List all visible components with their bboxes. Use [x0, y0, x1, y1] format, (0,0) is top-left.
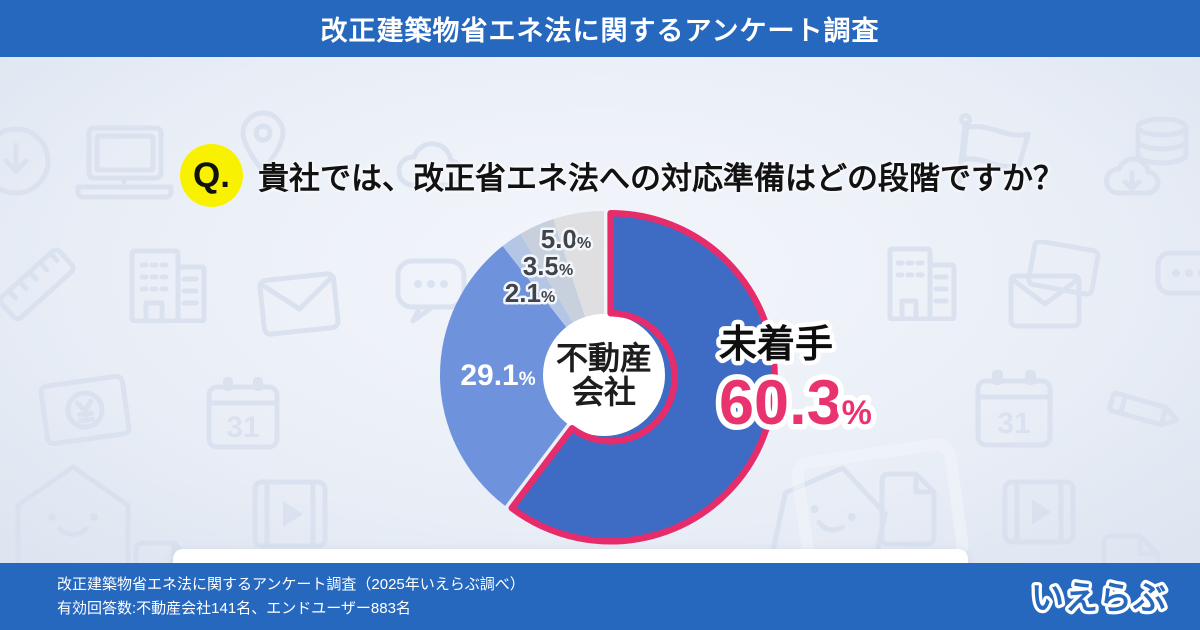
header-bar: 改正建築物省エネ法に関するアンケート調査	[0, 0, 1200, 57]
header-title: 改正建築物省エネ法に関するアンケート調査	[320, 16, 880, 46]
footer-source-line1: 改正建築物省エネ法に関するアンケート調査（2025年いえらぶ調べ）	[57, 576, 525, 594]
donut-center-label-line2: 会社	[572, 374, 636, 410]
pie-segment-1	[439, 246, 604, 506]
bg-card-icon	[787, 434, 973, 563]
question-text: 貴社では、改正省エネ法への対応準備はどの段階ですか？	[258, 161, 1064, 196]
pie-label-29-1: 29.1%	[460, 359, 535, 392]
bg-mascot-house-icon	[2, 455, 144, 563]
bg-calendar-left-number: 31	[226, 411, 259, 444]
bg-calendar-right-icon: 31	[972, 365, 1056, 449]
pie-chart: 5.0% 3.5% 2.1% 29.1% 不動産 会社 未着手 60.3%	[439, 209, 877, 545]
bg-calendar-left-icon: 31	[203, 373, 283, 451]
bg-ruler-icon	[0, 217, 104, 353]
pie-label-2-1: 2.1%	[505, 278, 555, 308]
bg-laptop-icon	[72, 123, 177, 203]
bg-doc-far-right-icon	[1100, 531, 1170, 563]
sample-size: n=141	[983, 561, 1034, 563]
callout-category: 未着手	[719, 324, 833, 366]
question-badge: Q.	[180, 144, 243, 207]
bg-building-right-icon	[884, 243, 958, 321]
pie-label-5: 5.0%	[541, 224, 591, 254]
brand-logo: いえらぶ	[1028, 575, 1170, 619]
brand-logo-text: いえらぶ	[1031, 579, 1167, 616]
bg-banknote-icon	[35, 367, 134, 453]
callout-value: 60.3%	[719, 368, 872, 438]
donut-center-label-line1: 不動産	[556, 340, 652, 376]
bg-chat-left-icon	[390, 253, 472, 329]
bg-download-circle-icon	[0, 123, 54, 199]
bg-calendar-right-number: 31	[997, 407, 1030, 440]
bg-cloud-icon	[388, 129, 480, 197]
highlight-ring	[508, 209, 778, 545]
bg-film-right-icon	[1000, 477, 1078, 547]
bg-envelope-left-icon	[252, 263, 345, 346]
pie-label-3-5: 3.5%	[523, 251, 573, 281]
question-badge-label: Q.	[193, 155, 230, 195]
footer-source-line2: 有効回答数:不動産会社141名、エンドユーザー883名	[57, 599, 411, 617]
legend-card: 未着手情報収集中対応方針を検討中対応を進めている対応済み	[173, 549, 968, 563]
donut-hole	[543, 314, 665, 436]
bg-building-icon	[122, 243, 210, 323]
bg-flag-icon	[944, 110, 1052, 200]
bg-envelopes-right-icon	[1005, 240, 1101, 332]
main-area: 31 31 Q. 貴社では、改正省エネ法への対応準備はどの段階ですか？	[0, 57, 1200, 563]
footer-source: 改正建築物省エネ法に関するアンケート調査（2025年いえらぶ調べ） 有効回答数:…	[57, 573, 525, 620]
bg-chat-right-icon	[1152, 247, 1200, 313]
bg-pencil-icon	[1089, 360, 1196, 461]
bg-document-right-icon	[878, 469, 944, 549]
bg-film-left-icon	[250, 477, 330, 551]
footer-bar: 改正建築物省エネ法に関するアンケート調査（2025年いえらぶ調べ） 有効回答数:…	[0, 563, 1200, 630]
bg-database-cloud-icon	[1098, 113, 1194, 205]
bg-pin-icon	[235, 107, 291, 179]
